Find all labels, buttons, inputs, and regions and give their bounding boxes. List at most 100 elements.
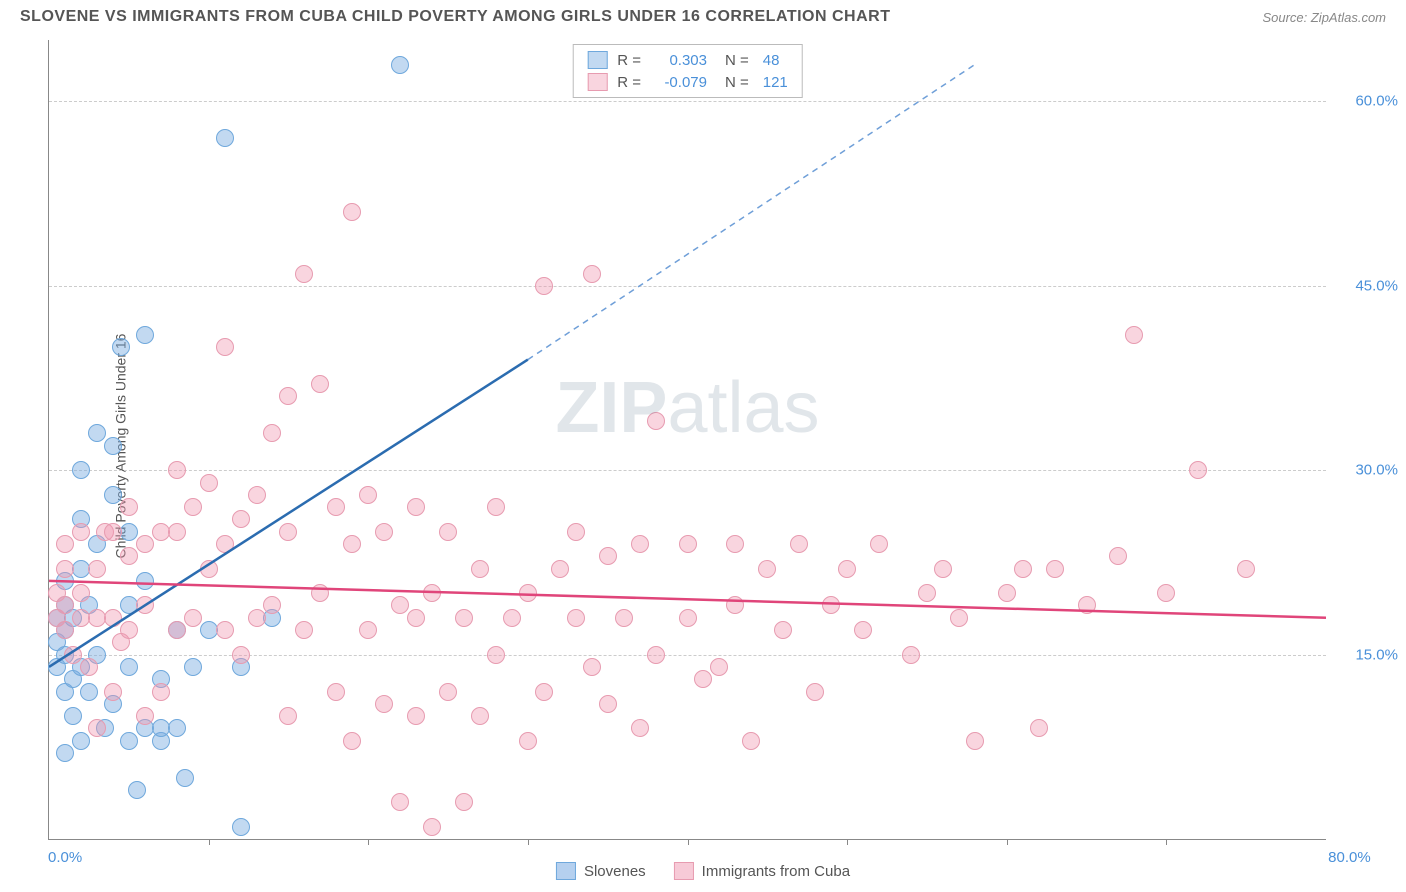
data-point (806, 683, 824, 701)
data-point (64, 707, 82, 725)
series-legend: Slovenes Immigrants from Cuba (556, 862, 850, 880)
legend-row: R =-0.079N =121 (587, 71, 788, 93)
x-axis-max: 80.0% (1328, 849, 1371, 866)
data-point (88, 719, 106, 737)
data-point (1078, 596, 1096, 614)
data-point (248, 609, 266, 627)
data-point (279, 387, 297, 405)
data-point (104, 683, 122, 701)
data-point (726, 596, 744, 614)
data-point (647, 412, 665, 430)
x-axis-min: 0.0% (48, 849, 82, 866)
data-point (1046, 560, 1064, 578)
data-point (679, 535, 697, 553)
data-point (216, 129, 234, 147)
x-tick-mark (688, 839, 689, 845)
data-point (120, 547, 138, 565)
data-point (391, 56, 409, 74)
data-point (216, 338, 234, 356)
data-point (726, 535, 744, 553)
data-point (263, 596, 281, 614)
data-point (168, 621, 186, 639)
data-point (375, 523, 393, 541)
data-point (391, 793, 409, 811)
data-point (710, 658, 728, 676)
legend-n-value: 121 (763, 74, 788, 91)
data-point (64, 646, 82, 664)
data-point (519, 732, 537, 750)
data-point (1237, 560, 1255, 578)
data-point (136, 572, 154, 590)
data-point (647, 646, 665, 664)
data-point (694, 670, 712, 688)
data-point (72, 461, 90, 479)
data-point (72, 732, 90, 750)
source-credit: Source: ZipAtlas.com (1262, 10, 1386, 25)
data-point (80, 683, 98, 701)
data-point (1030, 719, 1048, 737)
data-point (104, 486, 122, 504)
data-point (567, 609, 585, 627)
data-point (487, 498, 505, 516)
data-point (1014, 560, 1032, 578)
data-point (535, 683, 553, 701)
legend-r-label: R = (617, 52, 641, 69)
data-point (567, 523, 585, 541)
legend-swatch (674, 862, 694, 880)
legend-swatch (587, 51, 607, 69)
data-point (599, 695, 617, 713)
data-point (327, 498, 345, 516)
x-tick-mark (1007, 839, 1008, 845)
data-point (136, 535, 154, 553)
data-point (854, 621, 872, 639)
data-point (216, 621, 234, 639)
data-point (112, 338, 130, 356)
data-point (950, 609, 968, 627)
data-point (407, 609, 425, 627)
header: SLOVENE VS IMMIGRANTS FROM CUBA CHILD PO… (0, 0, 1406, 30)
series-legend-item: Immigrants from Cuba (674, 862, 850, 880)
data-point (184, 609, 202, 627)
data-point (311, 375, 329, 393)
data-point (120, 498, 138, 516)
data-point (343, 732, 361, 750)
y-tick-label: 15.0% (1334, 646, 1398, 663)
legend-r-value: 0.303 (651, 52, 707, 69)
data-point (184, 658, 202, 676)
legend-n-label: N = (725, 52, 749, 69)
data-point (104, 609, 122, 627)
data-point (503, 609, 521, 627)
data-point (136, 596, 154, 614)
data-point (838, 560, 856, 578)
data-point (104, 437, 122, 455)
data-point (200, 560, 218, 578)
x-tick-mark (209, 839, 210, 845)
data-point (1125, 326, 1143, 344)
legend-r-value: -0.079 (651, 74, 707, 91)
data-point (455, 793, 473, 811)
data-point (487, 646, 505, 664)
x-tick-mark (847, 839, 848, 845)
data-point (583, 658, 601, 676)
data-point (1157, 584, 1175, 602)
data-point (615, 609, 633, 627)
data-point (56, 560, 74, 578)
data-point (120, 621, 138, 639)
series-legend-item: Slovenes (556, 862, 646, 880)
data-point (279, 523, 297, 541)
data-point (295, 621, 313, 639)
data-point (152, 683, 170, 701)
data-point (822, 596, 840, 614)
data-point (176, 769, 194, 787)
data-point (136, 707, 154, 725)
data-point (631, 535, 649, 553)
gridline-h (49, 470, 1326, 471)
data-point (423, 584, 441, 602)
data-point (56, 621, 74, 639)
data-point (56, 596, 74, 614)
data-point (742, 732, 760, 750)
data-point (279, 707, 297, 725)
legend-swatch (556, 862, 576, 880)
data-point (535, 277, 553, 295)
data-point (184, 498, 202, 516)
